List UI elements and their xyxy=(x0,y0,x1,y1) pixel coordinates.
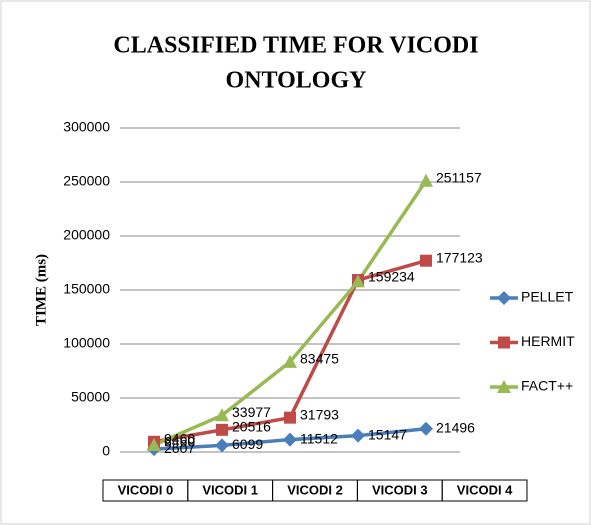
data-label: 15147 xyxy=(368,426,407,442)
x-tick-label: VICODI 2 xyxy=(287,482,343,497)
point xyxy=(419,421,433,436)
data-label: 9460 xyxy=(164,430,195,446)
point xyxy=(351,274,365,288)
legend-label: HERMIT xyxy=(521,333,575,349)
data-label: 177123 xyxy=(436,249,483,265)
data-label: 251157 xyxy=(436,169,482,185)
data-label: 33977 xyxy=(232,404,271,420)
point xyxy=(283,432,297,447)
point xyxy=(215,438,229,453)
y-tick-label: 200000 xyxy=(63,227,110,243)
data-label: 20516 xyxy=(232,419,271,435)
x-tick-label: VICODI 4 xyxy=(457,482,513,497)
point xyxy=(216,423,228,436)
point xyxy=(215,408,229,422)
data-label: 11512 xyxy=(300,430,338,446)
data-label: 6460 xyxy=(164,434,195,450)
chart-title: CLASSIFIED TIME FOR VICODI xyxy=(113,33,478,59)
x-tick-label: VICODI 1 xyxy=(202,482,258,497)
point xyxy=(497,291,511,305)
point xyxy=(420,254,432,267)
data-label: 83475 xyxy=(300,351,339,367)
data-label: 159234 xyxy=(368,269,415,285)
chart-title: ONTOLOGY xyxy=(226,68,367,94)
legend-label: FACT++ xyxy=(521,378,573,394)
point xyxy=(419,173,433,187)
y-tick-label: 100000 xyxy=(63,335,110,351)
point xyxy=(498,336,510,349)
data-label: 2607 xyxy=(164,440,195,456)
data-label: 31793 xyxy=(300,406,339,422)
legend-label: PELLET xyxy=(521,289,574,305)
y-tick-label: 0 xyxy=(102,443,110,459)
y-tick-label: 250000 xyxy=(63,173,110,189)
point xyxy=(351,428,365,443)
data-label: 6099 xyxy=(232,436,263,452)
y-tick-label: 300000 xyxy=(63,119,110,135)
point xyxy=(284,411,296,424)
y-tick-label: 50000 xyxy=(71,389,110,405)
y-axis-label: TIME (ms) xyxy=(33,254,49,326)
point xyxy=(283,354,297,368)
data-label: 21496 xyxy=(436,419,475,435)
point xyxy=(497,380,511,393)
y-tick-label: 150000 xyxy=(63,281,110,297)
x-tick-label: VICODI 0 xyxy=(118,482,174,497)
point xyxy=(147,438,161,452)
category-cell xyxy=(441,479,528,502)
x-tick-label: VICODI 3 xyxy=(372,482,428,497)
